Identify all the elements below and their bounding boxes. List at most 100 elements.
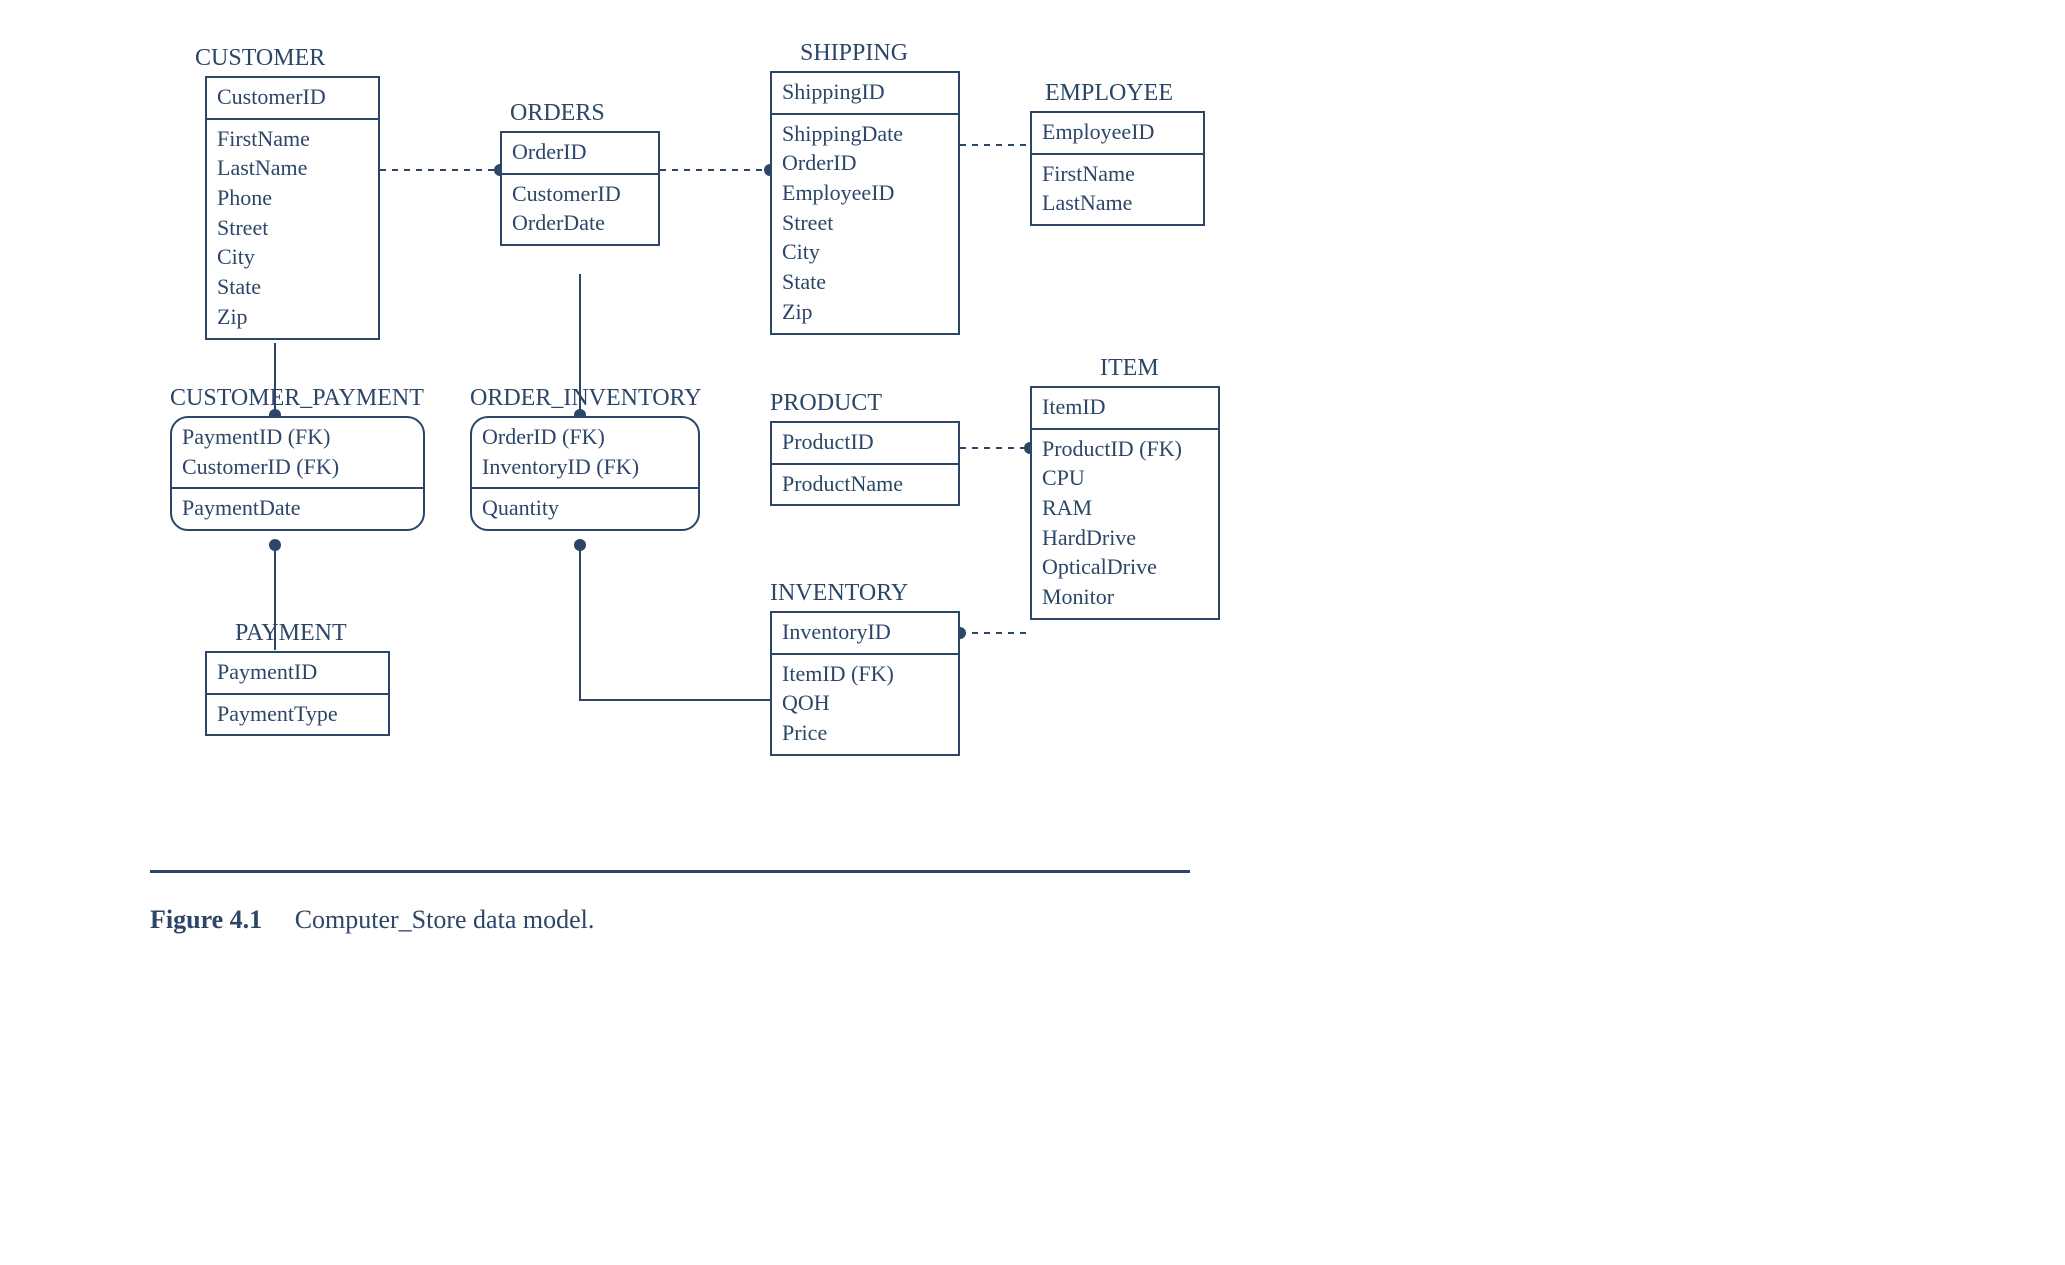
entity-attribute: City [782, 237, 948, 267]
entity-section: PaymentID (FK)CustomerID (FK) [172, 418, 423, 487]
entity-attribute: ItemID [1042, 392, 1208, 422]
entity-order_inventory: ORDER_INVENTORY OrderID (FK)InventoryID (… [470, 385, 700, 531]
entity-section: OrderID [502, 133, 658, 173]
entity-attribute: ItemID (FK) [782, 659, 948, 689]
entity-attribute: RAM [1042, 493, 1208, 523]
entity-section: ProductID (FK)CPURAMHardDriveOpticalDriv… [1032, 428, 1218, 618]
entity-attribute: PaymentType [217, 699, 378, 729]
entity-attribute: Street [217, 213, 368, 243]
entity-attribute: PaymentID [217, 657, 378, 687]
entity-item: ITEM ItemID ProductID (FK)CPURAMHardDriveO… [1030, 355, 1220, 620]
entity-section: FirstNameLastNamePhoneStreetCityStateZip [207, 118, 378, 338]
entity-box: ShippingIDShippingDateOrderIDEmployeeIDS… [770, 71, 960, 335]
entity-attribute: LastName [217, 153, 368, 183]
entity-attribute: HardDrive [1042, 523, 1208, 553]
entity-attribute: LastName [1042, 188, 1193, 218]
entity-attribute: OpticalDrive [1042, 552, 1208, 582]
connector-oinv-to-inventory [580, 545, 770, 700]
entity-section: ItemID (FK)QOHPrice [772, 653, 958, 754]
entity-attribute: OrderDate [512, 208, 648, 238]
entity-section: EmployeeID [1032, 113, 1203, 153]
entity-attribute: ProductID (FK) [1042, 434, 1208, 464]
entity-box: OrderID (FK)InventoryID (FK) Quantity [470, 416, 700, 531]
entity-attribute: InventoryID [782, 617, 948, 647]
entity-attribute: CustomerID (FK) [182, 452, 413, 482]
entity-attribute: QOH [782, 688, 948, 718]
entity-title: CUSTOMER_PAYMENT [170, 385, 425, 412]
entity-box: OrderID CustomerIDOrderDate [500, 131, 660, 246]
entity-title: ITEM [1100, 355, 1220, 382]
entity-box: PaymentID (FK)CustomerID (FK) PaymentDate [170, 416, 425, 531]
entity-attribute: City [217, 242, 368, 272]
entity-section: FirstNameLastName [1032, 153, 1203, 224]
figure-caption: Figure 4.1 Computer_Store data model. [150, 905, 594, 935]
entity-attribute: Phone [217, 183, 368, 213]
entity-attribute: State [782, 267, 948, 297]
entity-box: CustomerID FirstNameLastNamePhoneStreetCi… [205, 76, 380, 340]
connector-dot [269, 539, 281, 551]
entity-title: EMPLOYEE [1045, 80, 1205, 107]
entity-section: OrderID (FK)InventoryID (FK) [472, 418, 698, 487]
entity-box: PaymentID PaymentType [205, 651, 390, 736]
entity-customer_payment: CUSTOMER_PAYMENT PaymentID (FK)CustomerID… [170, 385, 425, 531]
entity-attribute: State [217, 272, 368, 302]
entity-attribute: InventoryID (FK) [482, 452, 688, 482]
entity-attribute: EmployeeID [1042, 117, 1193, 147]
entity-attribute: ProductName [782, 469, 948, 499]
caption-text: Computer_Store data model. [295, 905, 595, 934]
entity-attribute: PaymentID (FK) [182, 422, 413, 452]
entity-title: PRODUCT [770, 390, 960, 417]
entity-title: INVENTORY [770, 580, 960, 607]
entity-attribute: ShippingDate [782, 119, 948, 149]
entity-attribute: OrderID (FK) [482, 422, 688, 452]
entity-section: PaymentDate [172, 487, 423, 529]
entity-customer: CUSTOMERCustomerIDFirstNameLastNamePhone… [205, 45, 380, 340]
er-diagram: CUSTOMERCustomerIDFirstNameLastNamePhone… [150, 40, 1350, 940]
entity-attribute: Zip [782, 297, 948, 327]
figure-canvas: CUSTOMERCustomerIDFirstNameLastNamePhone… [0, 0, 2065, 1265]
entity-section: ShippingDateOrderIDEmployeeIDStreetCityS… [772, 113, 958, 333]
entity-inventory: INVENTORY InventoryID ItemID (FK)QOHPrice [770, 580, 960, 756]
entity-orders: ORDERS OrderID CustomerIDOrderDate [500, 100, 660, 246]
entity-attribute: OrderID [512, 137, 648, 167]
entity-attribute: Quantity [482, 493, 688, 523]
entity-attribute: CPU [1042, 463, 1208, 493]
entity-section: ProductID [772, 423, 958, 463]
entity-box: ProductID ProductName [770, 421, 960, 506]
entity-employee: EMPLOYEE EmployeeID FirstNameLastName [1030, 80, 1205, 226]
entity-section: ItemID [1032, 388, 1218, 428]
entity-title: PAYMENT [235, 620, 390, 647]
entity-attribute: PaymentDate [182, 493, 413, 523]
entity-attribute: Price [782, 718, 948, 748]
entity-title: SHIPPING [800, 40, 960, 67]
entity-attribute: Zip [217, 302, 368, 332]
caption-lead: Figure 4.1 [150, 905, 262, 934]
figure-divider [150, 870, 1190, 873]
entity-box: EmployeeID FirstNameLastName [1030, 111, 1205, 226]
entity-box: InventoryID ItemID (FK)QOHPrice [770, 611, 960, 756]
entity-attribute: FirstName [1042, 159, 1193, 189]
entity-attribute: CustomerID [217, 82, 368, 112]
entity-section: InventoryID [772, 613, 958, 653]
entity-shipping: SHIPPING ShippingID ShippingDateOrderIDEmp… [770, 40, 960, 335]
entity-attribute: Monitor [1042, 582, 1208, 612]
entity-section: PaymentType [207, 693, 388, 735]
entity-attribute: EmployeeID [782, 178, 948, 208]
entity-section: Quantity [472, 487, 698, 529]
entity-section: ShippingID [772, 73, 958, 113]
entity-product: PRODUCT ProductID ProductName [770, 390, 960, 506]
entity-payment: PAYMENT PaymentID PaymentType [205, 620, 390, 736]
entity-attribute: FirstName [217, 124, 368, 154]
entity-title: CUSTOMER [195, 45, 380, 72]
entity-title: ORDERS [510, 100, 660, 127]
connector-dot [574, 539, 586, 551]
entity-section: CustomerID [207, 78, 378, 118]
entity-title: ORDER_INVENTORY [470, 385, 700, 412]
entity-section: CustomerIDOrderDate [502, 173, 658, 244]
entity-section: PaymentID [207, 653, 388, 693]
entity-box: ItemID ProductID (FK)CPURAMHardDriveOptic… [1030, 386, 1220, 620]
entity-attribute: OrderID [782, 148, 948, 178]
entity-section: ProductName [772, 463, 958, 505]
entity-attribute: ShippingID [782, 77, 948, 107]
entity-attribute: CustomerID [512, 179, 648, 209]
